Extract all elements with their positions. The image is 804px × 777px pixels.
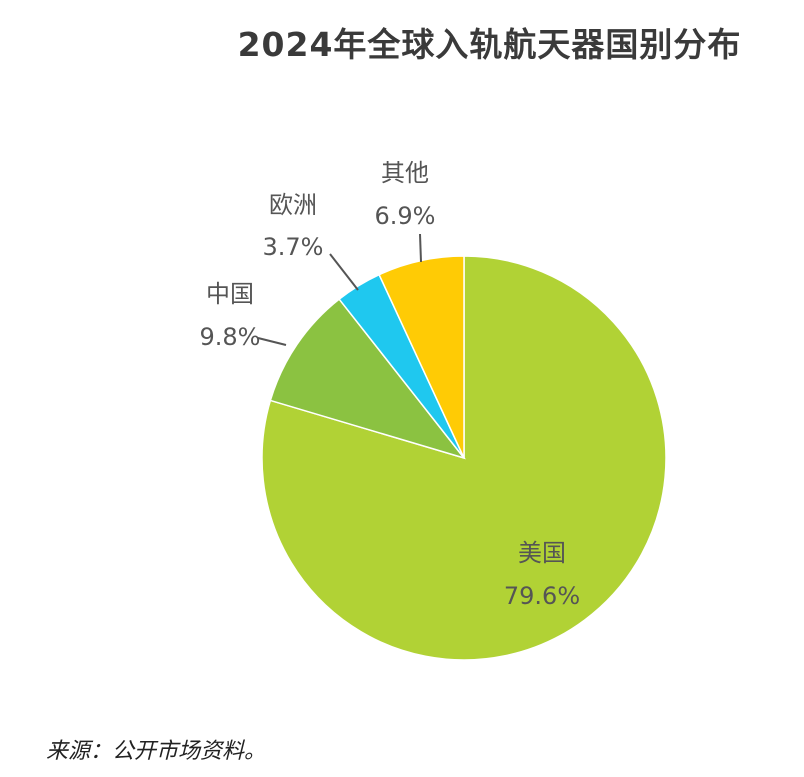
slice-label-europe-name: 欧洲 xyxy=(269,191,317,219)
slice-labels: 美国 79.6% 中国 9.8% 欧洲 3.7% 其他 6.9% xyxy=(200,159,581,610)
slice-label-china-value: 9.8% xyxy=(200,323,261,351)
leader-line-europe xyxy=(329,253,359,291)
slice-label-other-name: 其他 xyxy=(381,159,429,187)
chart-title: 2024年全球入轨航天器国别分布 xyxy=(237,25,742,64)
pie-slices xyxy=(261,255,667,661)
slice-label-usa-name: 美国 xyxy=(518,539,566,567)
leader-line-china xyxy=(257,337,287,346)
pie-slice-china xyxy=(269,298,467,460)
source-note: 来源：公开市场资料。 xyxy=(46,739,267,764)
slice-label-europe-value: 3.7% xyxy=(263,233,324,261)
leader-lines xyxy=(257,233,422,346)
leader-line-other xyxy=(419,233,422,263)
slice-label-china-name: 中国 xyxy=(206,280,254,308)
slice-label-usa-value: 79.6% xyxy=(504,582,580,610)
pie-chart: 美国 79.6% 中国 9.8% 欧洲 3.7% 其他 6.9% xyxy=(200,159,667,661)
slice-label-other-value: 6.9% xyxy=(375,202,436,230)
